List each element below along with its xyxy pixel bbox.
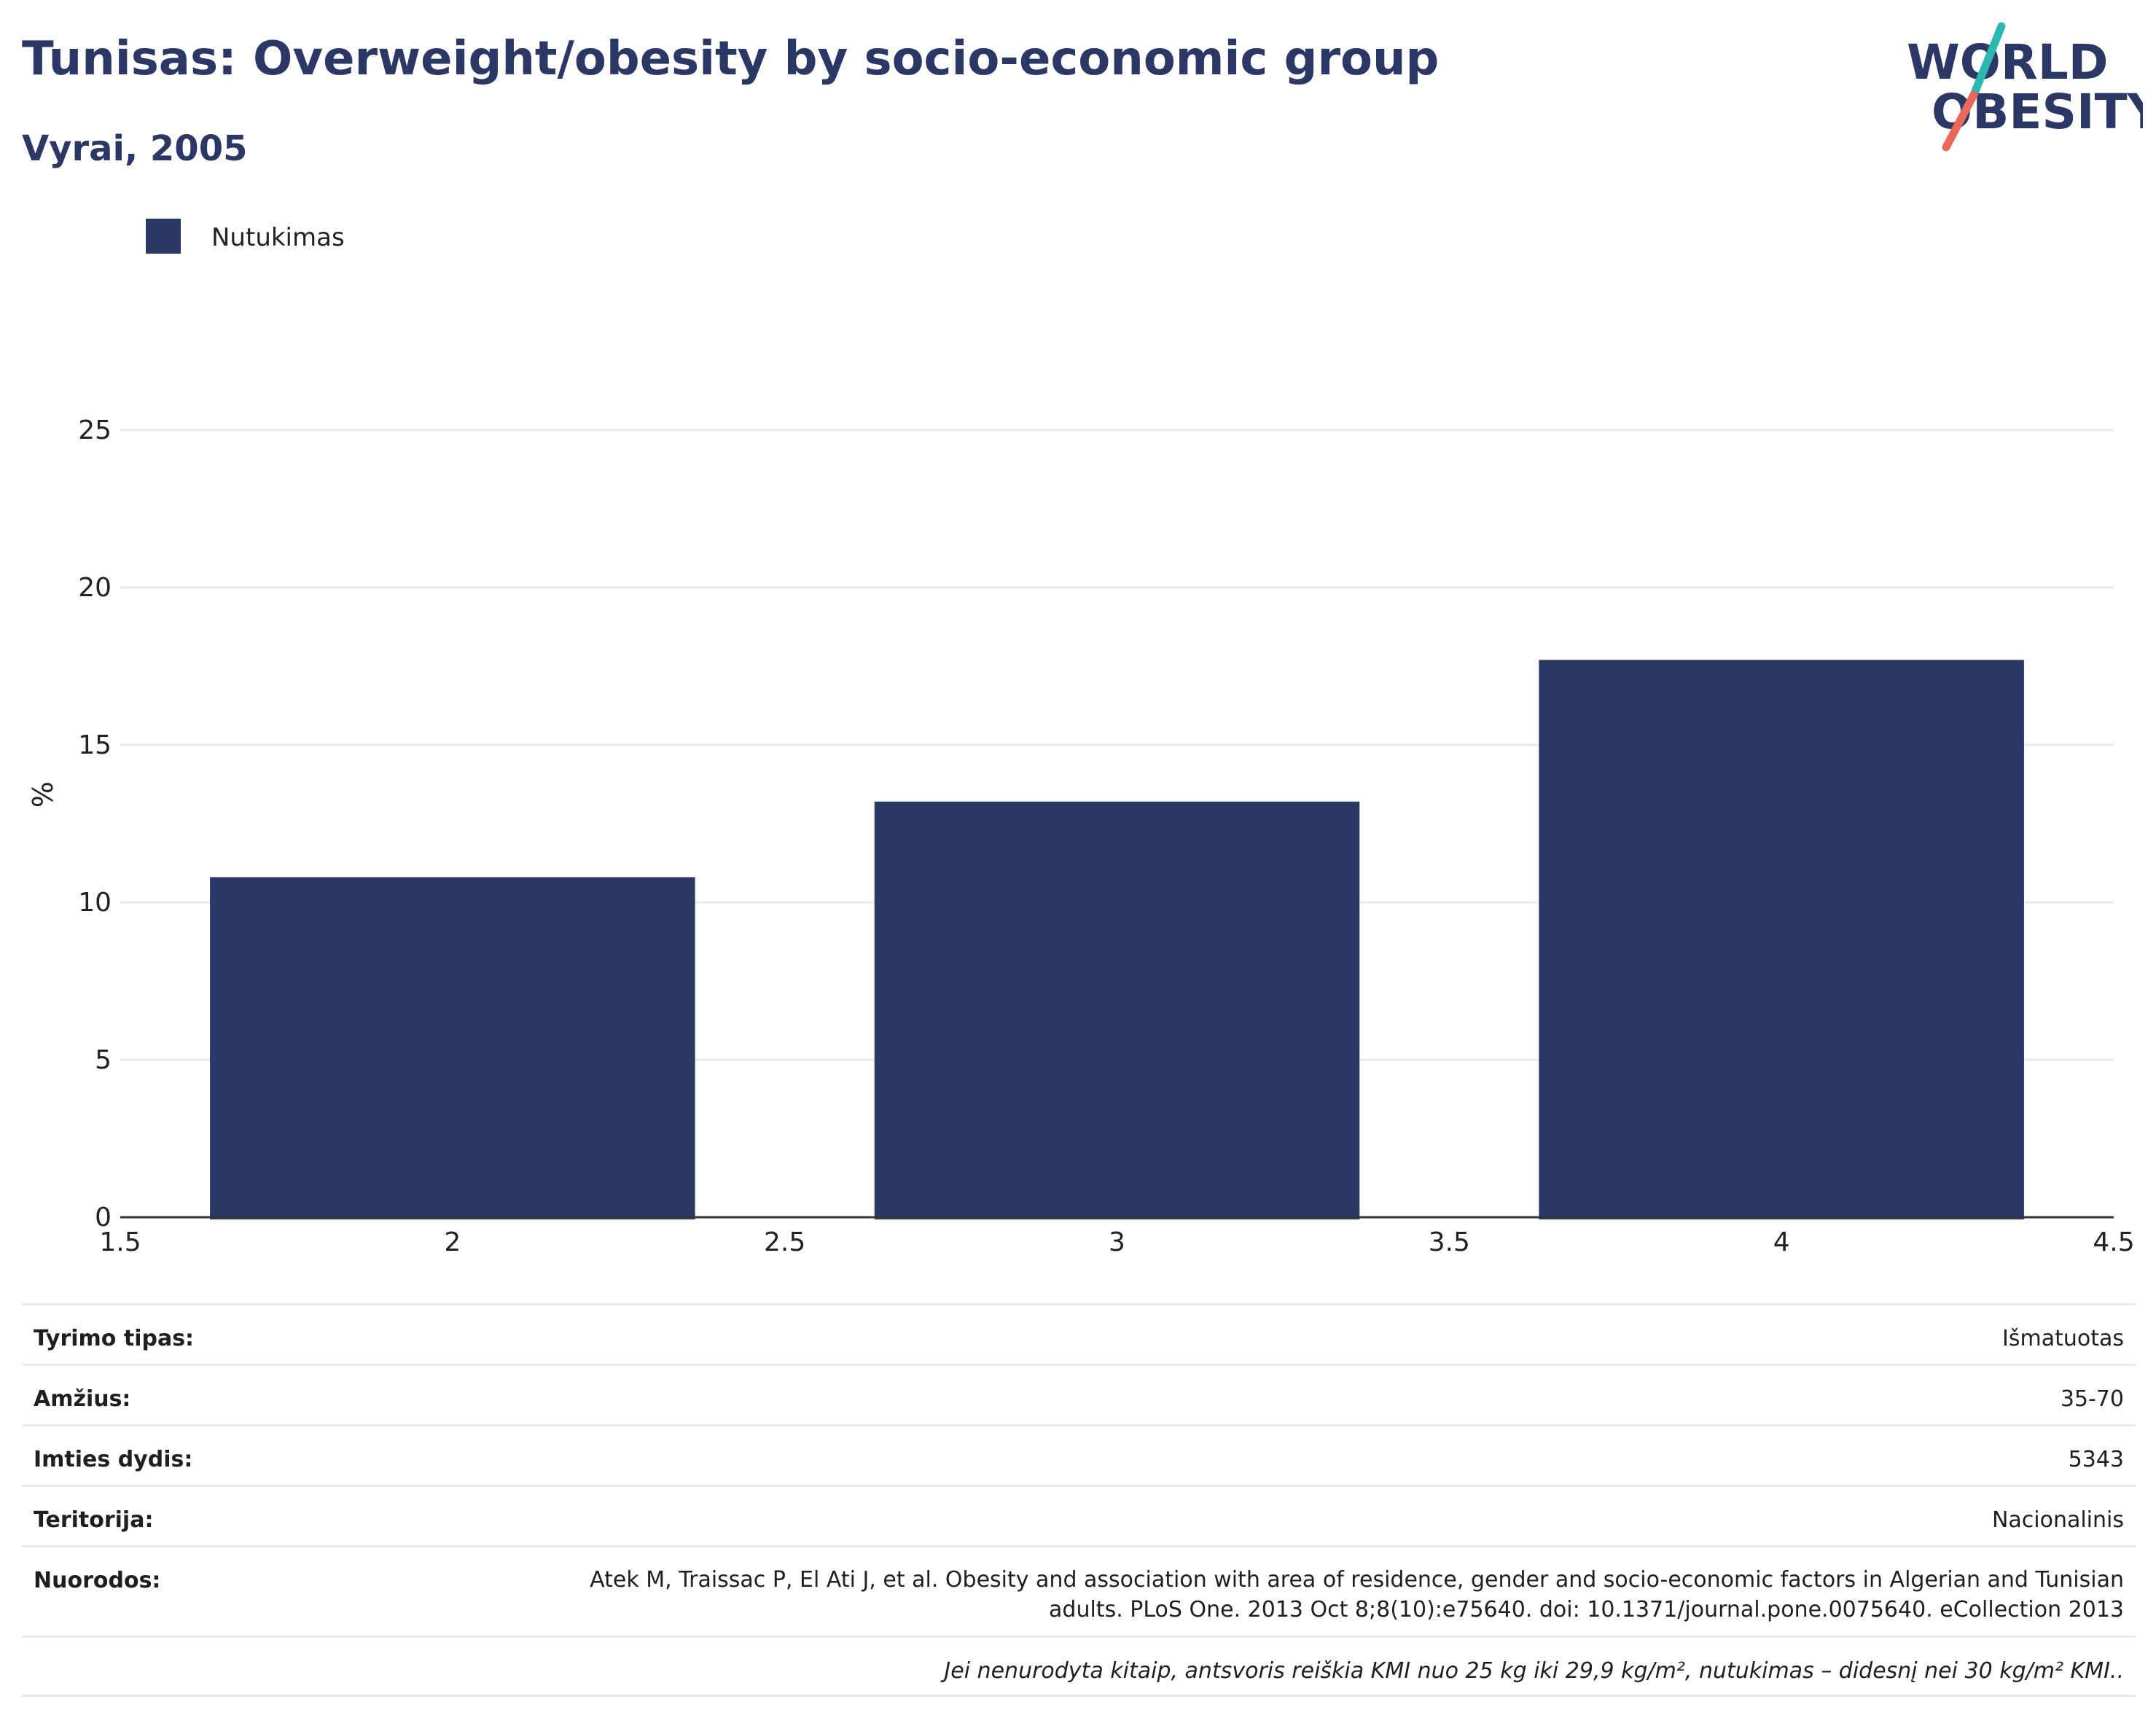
bar — [210, 877, 695, 1219]
info-label-study-type: Tyrimo tipas: — [34, 1326, 195, 1351]
info-row-sample-size: Imties dydis: 5343 — [22, 1424, 2136, 1485]
info-row-study-type: Tyrimo tipas: Išmatuotas — [22, 1303, 2136, 1364]
y-tick-label: 25 — [78, 415, 112, 445]
logo-text-world: WORLD — [1907, 34, 2109, 90]
x-tick-label: 2.5 — [764, 1227, 805, 1257]
info-row-references: Nuorodos: Atek M, Traissac P, El Ati J, … — [22, 1545, 2136, 1636]
info-label-references: Nuorodos: — [34, 1568, 161, 1593]
y-axis-label: % — [27, 781, 59, 808]
info-value-references: Atek M, Traissac P, El Ati J, et al. Obe… — [590, 1567, 2124, 1622]
x-tick-label: 1.5 — [99, 1227, 141, 1257]
info-row-age: Amžius: 35-70 — [22, 1364, 2136, 1424]
info-value-territory: Nacionalinis — [1991, 1507, 2124, 1533]
bar-chart: 0 5 10 15 20 25 1.5 2 2.5 3 3.5 4 4.5% Nutukimas — [27, 219, 2135, 1257]
y-tick-label: 0 — [95, 1203, 112, 1233]
info-value-age: 35-70 — [2060, 1386, 2124, 1412]
legend-swatch — [146, 219, 181, 254]
world-obesity-logo: WORLD OBESITY — [1907, 22, 2143, 152]
y-tick-label: 10 — [78, 888, 112, 918]
info-label-territory: Teritorija: — [34, 1507, 154, 1533]
bar — [1539, 660, 2024, 1219]
x-tick-label: 3 — [1109, 1227, 1125, 1257]
info-table: Tyrimo tipas: Išmatuotas Amžius: 35-70 I… — [22, 1303, 2136, 1697]
legend-label: Nutukimas — [211, 223, 345, 252]
chart-title: Tunisas: Overweight/obesity by socio-eco… — [22, 32, 1440, 86]
info-row-note: Jei nenurodyta kitaip, antsvoris reiškia… — [22, 1636, 2136, 1697]
x-tick-label: 4.5 — [2093, 1227, 2134, 1257]
y-tick-label: 5 — [95, 1045, 112, 1075]
logo-slash-top — [1969, 22, 2006, 99]
x-tick-label: 4 — [1773, 1227, 1790, 1257]
logo-slash-bottom — [1942, 90, 1978, 152]
y-tick-label: 15 — [78, 730, 112, 760]
y-tick-label: 20 — [78, 573, 112, 603]
x-tick-label: 3.5 — [1429, 1227, 1470, 1257]
footnote: Jei nenurodyta kitaip, antsvoris reiškia… — [944, 1658, 2124, 1684]
info-value-study-type: Išmatuotas — [2002, 1326, 2124, 1351]
info-value-sample-size: 5343 — [2068, 1447, 2124, 1472]
info-label-age: Amžius: — [34, 1386, 131, 1412]
x-tick-label: 2 — [444, 1227, 461, 1257]
info-row-territory: Teritorija: Nacionalinis — [22, 1485, 2136, 1545]
info-label-sample-size: Imties dydis: — [34, 1447, 193, 1472]
chart-subtitle: Vyrai, 2005 — [22, 128, 248, 169]
bar — [874, 801, 1360, 1219]
